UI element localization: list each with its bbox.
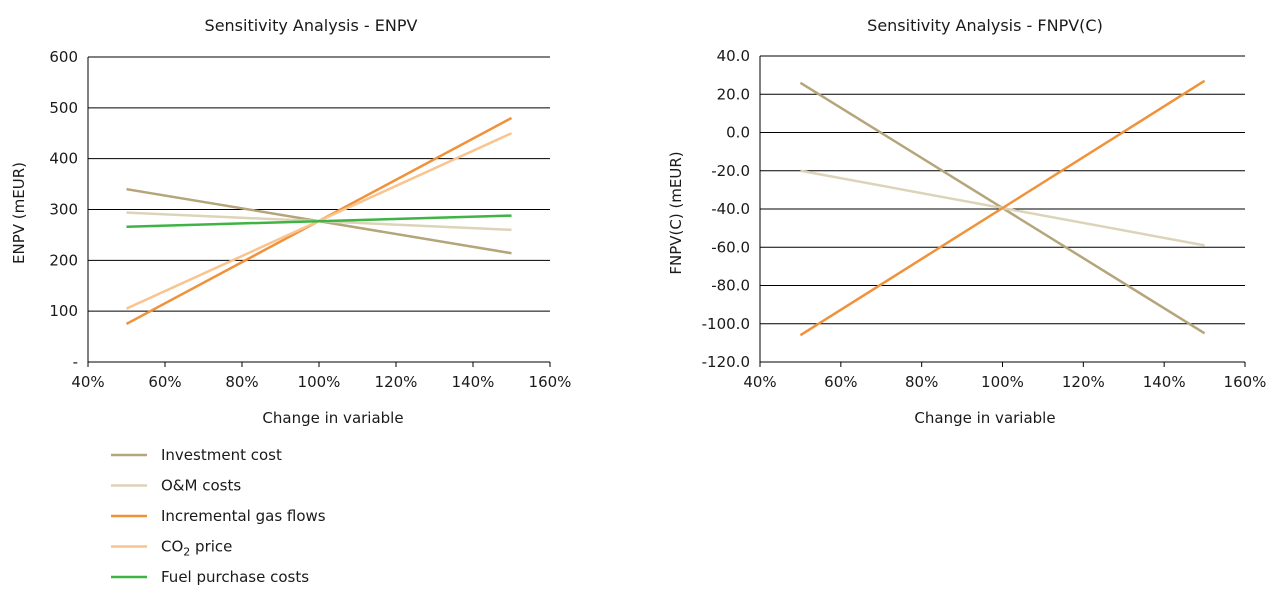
y-tick-label: 500 [49, 99, 78, 117]
y-tick-label: 100 [49, 302, 78, 320]
x-tick-label: 60% [148, 373, 181, 391]
legend-label: O&M costs [161, 477, 241, 495]
y-tick-label: -60.0 [711, 238, 750, 256]
y-tick-label: - [73, 353, 78, 371]
x-tick-label: 100% [981, 373, 1024, 391]
legend-item: O&M costs [111, 477, 241, 495]
legend-label: Investment cost [161, 446, 282, 464]
x-axis-label: Change in variable [914, 409, 1055, 427]
legend-label: Incremental gas flows [161, 507, 326, 525]
x-tick-label: 80% [905, 373, 938, 391]
grid-lines [759, 55, 1246, 367]
y-tick-label: 200 [49, 251, 78, 269]
legend-item: Fuel purchase costs [111, 568, 309, 586]
y-tick-label: -40.0 [711, 200, 750, 218]
series-line-incremental-gas-flows [799, 79, 1206, 337]
x-tick-label: 40% [743, 373, 776, 391]
legend-label: CO2 price [161, 538, 232, 559]
y-axis-label: FNPV(C) (mEUR) [667, 151, 685, 274]
x-tick-label: 100% [298, 373, 341, 391]
series-lines [799, 79, 1206, 337]
legend: Investment cost O&M costs Incremental gas … [111, 446, 326, 586]
y-tick-label: -80.0 [711, 277, 750, 295]
x-tick-label: 140% [452, 373, 495, 391]
legend-item: Incremental gas flows [111, 507, 326, 525]
x-tick-label: 140% [1143, 373, 1186, 391]
y-tick-label: 600 [49, 48, 78, 66]
x-axis-label: Change in variable [262, 409, 403, 427]
x-tick-labels: 40% 60% 80% 100% 120% 140% 160% [743, 373, 1266, 391]
legend-item: Investment cost [111, 446, 282, 464]
x-tick-label: 40% [71, 373, 104, 391]
y-tick-label: -120.0 [702, 353, 750, 371]
x-tick-label: 80% [225, 373, 258, 391]
y-tick-label: 20.0 [717, 85, 750, 103]
y-tick-labels: - 100 200 300 400 500 600 [49, 48, 78, 371]
x-tick-label: 160% [529, 373, 572, 391]
series-lines [125, 116, 513, 325]
chart-title: Sensitivity Analysis - FNPV(C) [867, 16, 1103, 35]
x-tick-label: 120% [1062, 373, 1105, 391]
chart-fnpv: Sensitivity Analysis - FNPV(C) Change in… [667, 16, 1266, 427]
y-tick-label: 40.0 [717, 47, 750, 65]
chart-title: Sensitivity Analysis - ENPV [205, 16, 418, 35]
y-tick-label: 400 [49, 150, 78, 168]
x-tick-label: 60% [824, 373, 857, 391]
legend-label: Fuel purchase costs [161, 568, 309, 586]
y-tick-label: 0.0 [726, 124, 750, 142]
series-line-fuel-purchase-costs [126, 214, 512, 229]
y-axis-label: ENPV (mEUR) [10, 162, 28, 264]
chart-enpv: Sensitivity Analysis - ENPV Change in va… [10, 16, 571, 427]
x-tick-label: 160% [1224, 373, 1267, 391]
grid-lines [87, 56, 551, 367]
legend-item: CO2 price [111, 538, 232, 559]
y-tick-label: -100.0 [702, 315, 750, 333]
x-tick-labels: 40% 60% 80% 100% 120% 140% 160% [71, 373, 571, 391]
y-tick-label: -20.0 [711, 162, 750, 180]
x-tick-label: 120% [375, 373, 418, 391]
y-tick-label: 300 [49, 201, 78, 219]
y-tick-labels: -120.0 -100.0 -80.0 -60.0 -40.0 -20.0 0.0 20.0 4… [702, 47, 750, 371]
